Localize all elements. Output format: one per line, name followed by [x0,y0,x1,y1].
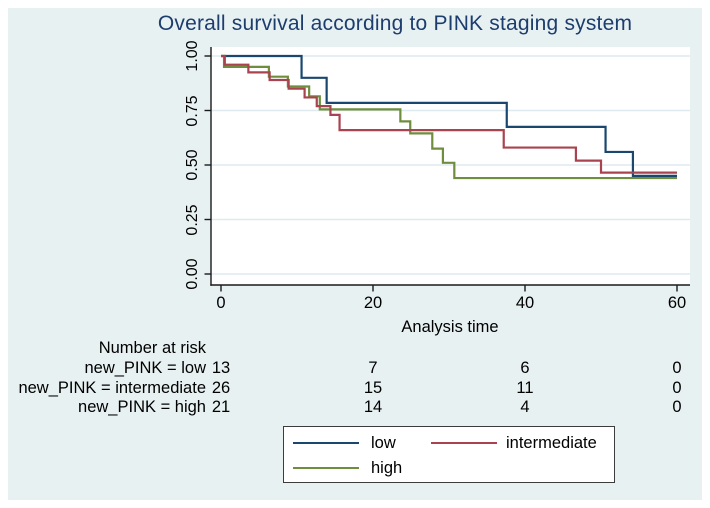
risk-value: 21 [211,398,231,416]
legend-line-low-icon [293,442,359,445]
risk-row-label-high: new_PINK = high [78,398,206,416]
risk-value: 26 [211,379,231,397]
y-tick-label: 1.00 [184,40,201,72]
legend-line-high-icon [293,467,359,470]
risk-table-title: Number at risk [98,339,206,357]
legend-label-low: low [371,434,396,452]
y-tick-label: 0.00 [184,258,201,290]
x-tick-label: 0 [216,294,226,312]
legend-line-intermediate-icon [431,442,497,445]
risk-value: 11 [516,379,534,397]
x-tick-label: 60 [667,294,687,312]
y-tick-label: 0.75 [184,94,201,127]
risk-value: 0 [672,379,682,397]
risk-value: 6 [520,359,530,377]
legend-label-high: high [371,459,403,477]
risk-value: 0 [672,398,682,416]
risk-row-label-low: new_PINK = low [84,359,206,377]
y-tick-label: 0.25 [184,203,201,236]
x-tick-label: 20 [363,294,383,312]
risk-value: 7 [368,359,378,377]
risk-value: 4 [520,398,530,416]
x-tick-label: 40 [515,294,535,312]
risk-row-label-intermediate: new_PINK = intermediate [18,379,206,397]
y-tick-label: 0.50 [184,149,201,181]
x-axis-title: Analysis time [401,318,499,336]
risk-value: 15 [363,379,383,397]
risk-value: 13 [211,359,231,377]
risk-value: 0 [672,359,682,377]
legend-label-intermediate: intermediate [506,434,597,452]
risk-value: 14 [363,398,383,416]
chart-title: Overall survival according to PINK stagi… [157,12,633,35]
legend: low intermediate high [283,426,615,483]
plot-area [211,47,690,285]
